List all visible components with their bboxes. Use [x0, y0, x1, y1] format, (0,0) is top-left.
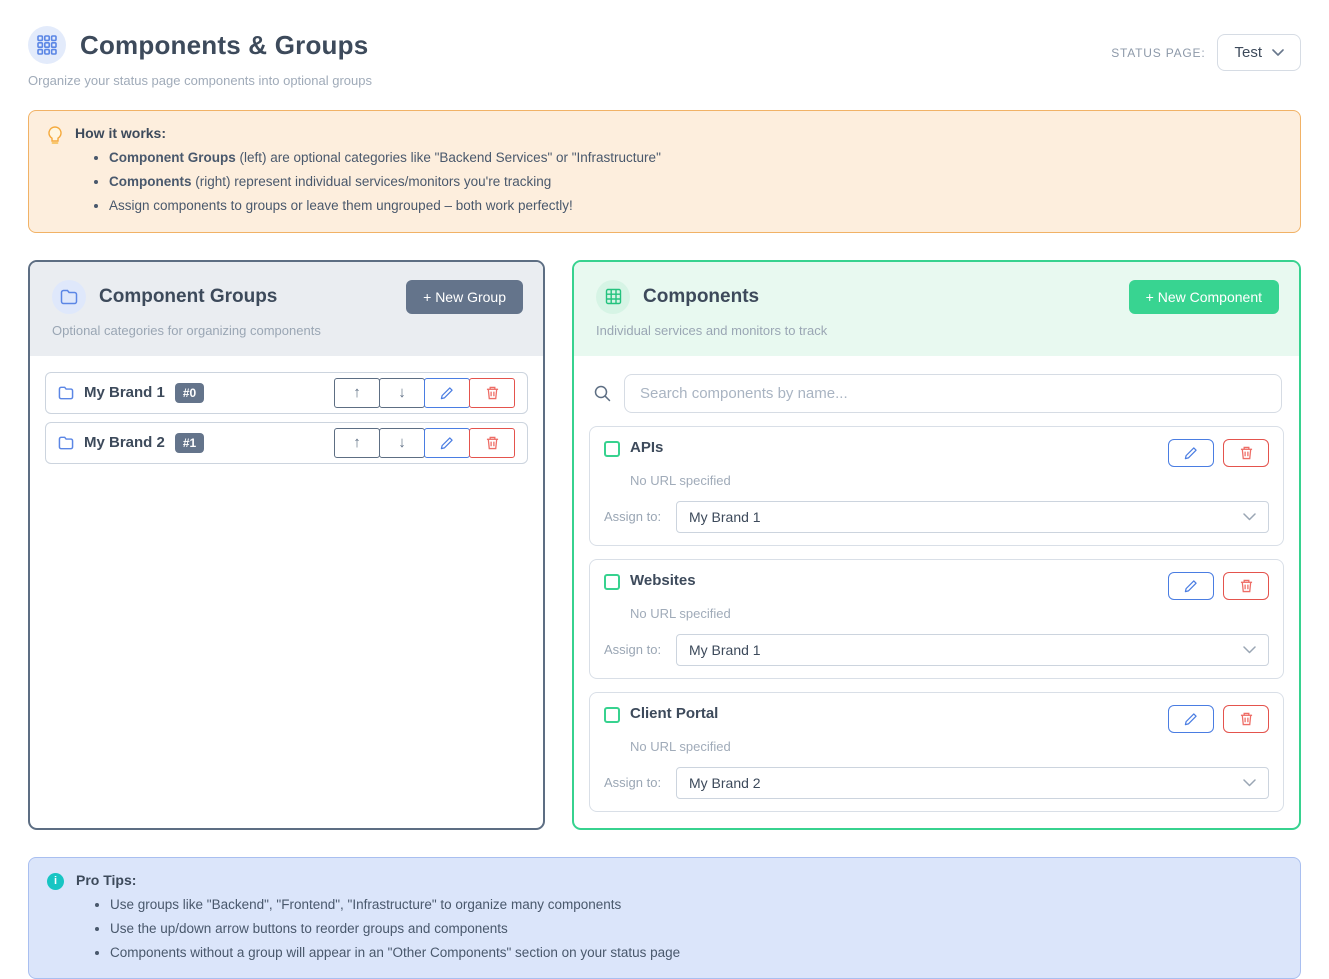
edit-component-button[interactable] [1168, 438, 1214, 467]
assign-group-select[interactable]: My Brand 1 [676, 633, 1269, 666]
assign-to-label: Assign to: [604, 509, 662, 525]
group-row: My Brand 1 #0 ↑ ↓ [45, 371, 528, 414]
pencil-icon [1184, 579, 1197, 592]
assign-group-select[interactable]: My Brand 1 [676, 500, 1269, 533]
component-url-status: No URL specified [630, 738, 731, 754]
how-it-works-box: How it works: Component Groups (left) ar… [28, 110, 1301, 233]
assigned-group-value: My Brand 1 [689, 508, 761, 525]
status-page-label: STATUS PAGE: [1111, 45, 1206, 60]
move-down-button[interactable]: ↓ [379, 377, 425, 408]
component-name: APIs [630, 438, 664, 456]
components-panel-subtitle: Individual services and monitors to trac… [596, 322, 828, 338]
component-card: Websites No URL specified Assign to: [589, 558, 1284, 679]
pro-tips-bullet: Components without a group will appear i… [110, 944, 680, 962]
delete-group-button[interactable] [469, 377, 515, 408]
delete-component-button[interactable] [1223, 704, 1269, 733]
folder-icon [58, 436, 74, 450]
table-grid-icon [596, 279, 630, 314]
group-order-badge: #1 [174, 432, 205, 453]
trash-icon [486, 386, 498, 399]
group-order-badge: #0 [174, 382, 205, 403]
edit-component-button[interactable] [1168, 704, 1214, 733]
folder-icon [58, 386, 74, 400]
status-page-value: Test [1234, 44, 1262, 61]
info-icon: i [47, 872, 64, 890]
groups-panel-title: Component Groups [99, 285, 278, 307]
arrow-down-icon: ↓ [398, 384, 406, 402]
search-icon [594, 385, 611, 401]
pencil-icon [440, 436, 453, 449]
page-subtitle: Organize your status page components int… [28, 73, 372, 88]
trash-icon [1240, 712, 1252, 725]
components-panel-title: Components [643, 285, 760, 307]
trash-icon [1240, 579, 1252, 592]
new-group-button[interactable]: + New Group [406, 279, 523, 314]
search-input[interactable] [624, 373, 1282, 413]
components-panel: Components + New Component Individual se… [572, 259, 1301, 830]
delete-component-button[interactable] [1223, 438, 1269, 467]
pro-tips-box: i Pro Tips: Use groups like "Backend", "… [28, 856, 1301, 979]
group-row: My Brand 2 #1 ↑ ↓ [45, 421, 528, 464]
edit-component-button[interactable] [1168, 571, 1214, 600]
trash-icon [1240, 446, 1252, 459]
arrow-down-icon: ↓ [398, 434, 406, 452]
edit-group-button[interactable] [424, 427, 470, 458]
how-it-works-bullet: Assign components to groups or leave the… [109, 197, 661, 215]
page-title: Components & Groups [80, 29, 369, 60]
pro-tips-title: Pro Tips: [76, 871, 137, 888]
component-name: Client Portal [630, 704, 719, 722]
how-it-works-title: How it works: [75, 125, 167, 141]
pro-tips-bullet: Use the up/down arrow buttons to reorder… [110, 920, 680, 938]
lightbulb-icon [47, 125, 63, 146]
component-card: APIs No URL specified Assign to: [589, 425, 1284, 546]
chevron-down-icon [1243, 645, 1256, 653]
move-up-button[interactable]: ↑ [334, 427, 380, 458]
component-checkbox[interactable] [604, 440, 620, 457]
how-it-works-bullet: Component Groups (left) are optional cat… [109, 149, 661, 167]
status-page-select[interactable]: Test [1217, 34, 1301, 71]
delete-component-button[interactable] [1223, 571, 1269, 600]
chevron-down-icon [1243, 778, 1256, 786]
assign-group-select[interactable]: My Brand 2 [676, 766, 1269, 799]
folder-icon [52, 279, 86, 314]
pencil-icon [440, 386, 453, 399]
delete-group-button[interactable] [469, 427, 515, 458]
assigned-group-value: My Brand 1 [689, 641, 761, 658]
page-header: Components & Groups Organize your status… [28, 26, 1301, 88]
components-grid-icon [28, 26, 66, 64]
new-component-button[interactable]: + New Component [1128, 279, 1279, 314]
assign-to-label: Assign to: [604, 642, 662, 658]
component-groups-panel: Component Groups + New Group Optional ca… [28, 259, 545, 830]
edit-group-button[interactable] [424, 377, 470, 408]
component-url-status: No URL specified [630, 472, 731, 488]
component-checkbox[interactable] [604, 706, 620, 723]
arrow-up-icon: ↑ [353, 384, 361, 402]
pencil-icon [1184, 446, 1197, 459]
chevron-down-icon [1272, 48, 1284, 56]
group-name: My Brand 2 [84, 434, 165, 452]
group-name: My Brand 1 [84, 384, 165, 402]
chevron-down-icon [1243, 512, 1256, 520]
move-down-button[interactable]: ↓ [379, 427, 425, 458]
how-it-works-bullet: Components (right) represent individual … [109, 173, 661, 191]
arrow-up-icon: ↑ [353, 434, 361, 452]
assigned-group-value: My Brand 2 [689, 774, 761, 791]
assign-to-label: Assign to: [604, 775, 662, 791]
component-card: Client Portal No URL specified Assign to… [589, 691, 1284, 812]
pencil-icon [1184, 712, 1197, 725]
pro-tips-bullet: Use groups like "Backend", "Frontend", "… [110, 896, 680, 914]
component-url-status: No URL specified [630, 605, 731, 621]
component-name: Websites [630, 571, 696, 589]
component-checkbox[interactable] [604, 573, 620, 590]
move-up-button[interactable]: ↑ [334, 377, 380, 408]
trash-icon [486, 436, 498, 449]
groups-panel-subtitle: Optional categories for organizing compo… [52, 322, 321, 338]
